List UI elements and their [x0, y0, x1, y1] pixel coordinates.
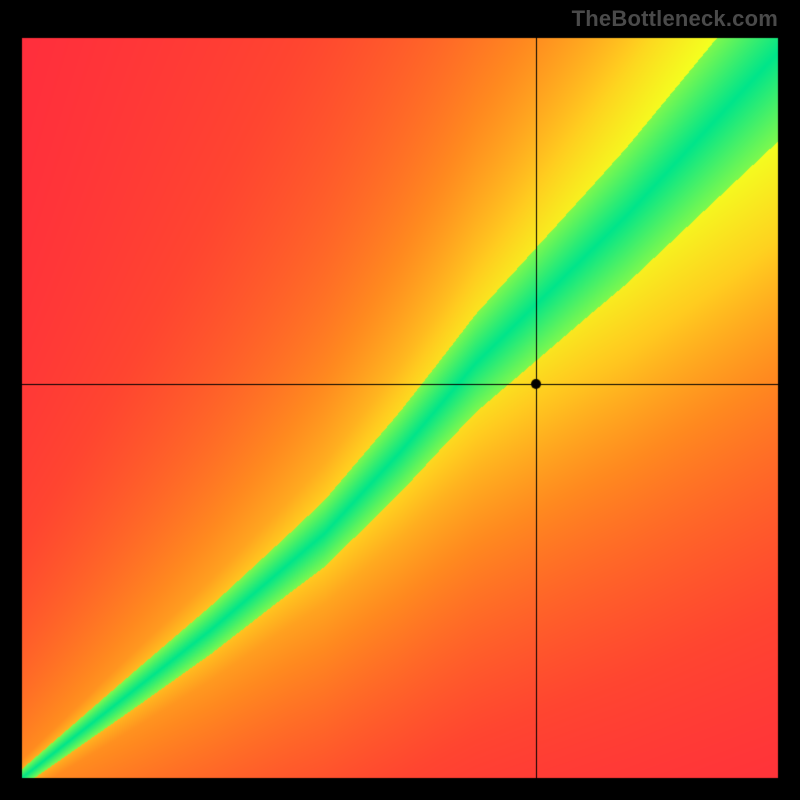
chart-container: TheBottleneck.com: [0, 0, 800, 800]
bottleneck-heatmap: [0, 0, 800, 800]
watermark-text: TheBottleneck.com: [572, 6, 778, 32]
